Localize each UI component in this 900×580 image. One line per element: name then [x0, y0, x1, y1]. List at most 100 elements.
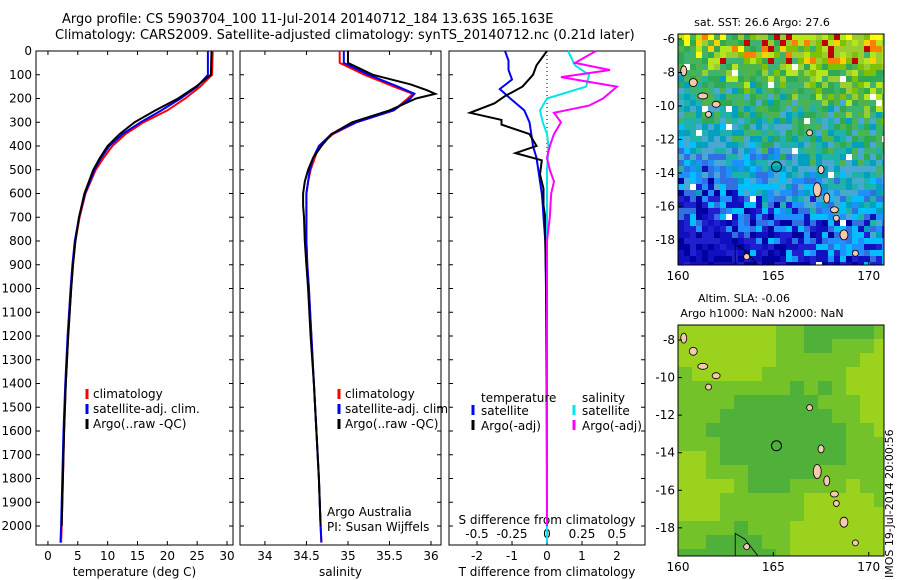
map-cell	[810, 52, 817, 59]
map-cell	[852, 160, 859, 167]
map-cell	[828, 256, 835, 263]
map-cell	[874, 493, 884, 508]
map-cell	[828, 250, 835, 257]
map-cell	[690, 184, 697, 191]
map-cell	[840, 196, 847, 203]
map-cell	[852, 64, 859, 71]
map-cell	[804, 381, 819, 396]
map-cell	[852, 166, 859, 173]
map-cell	[790, 507, 805, 522]
map-cell	[864, 82, 871, 89]
map-cell	[828, 130, 835, 137]
map-cell	[744, 190, 751, 197]
island-shape	[743, 253, 751, 261]
map-cell	[678, 34, 685, 41]
map-cell	[816, 88, 823, 95]
map-cell	[792, 262, 799, 265]
map-cell	[828, 160, 835, 167]
y-tick-label: 1900	[1, 495, 32, 509]
island-shape	[705, 110, 712, 118]
map-cell	[818, 325, 833, 340]
map-cell	[738, 172, 745, 179]
map-cell	[780, 220, 787, 227]
map-cell	[876, 262, 883, 265]
map-cell	[762, 339, 777, 354]
map-cell	[804, 34, 811, 41]
sst-map-title: sat. SST: 26.6 Argo: 27.6	[694, 16, 830, 29]
map-cell	[744, 220, 751, 227]
y-tick-label: 0	[24, 44, 32, 58]
map-cell	[840, 178, 847, 185]
map-cell	[768, 226, 775, 233]
map-cell	[832, 367, 847, 382]
map-cell	[684, 94, 691, 101]
map-cell	[876, 70, 883, 77]
map-cell	[804, 64, 811, 71]
map-cell	[798, 106, 805, 113]
map-cell	[780, 208, 787, 215]
map-cell	[744, 142, 751, 149]
map-cell	[732, 202, 739, 209]
map-cell	[816, 58, 823, 65]
map-cell	[792, 244, 799, 251]
map-cell	[692, 437, 707, 452]
map-cell	[804, 142, 811, 149]
map-cell	[834, 82, 841, 89]
map-cell	[726, 142, 733, 149]
map-cell	[834, 190, 841, 197]
map-cell	[816, 124, 823, 131]
map-cell	[720, 226, 727, 233]
map-cell	[876, 256, 883, 263]
figure-title-line2: Climatology: CARS2009. Satellite-adjuste…	[55, 28, 635, 43]
map-cell	[732, 160, 739, 167]
map-cell	[714, 166, 721, 173]
map-cell	[810, 214, 817, 221]
map-cell	[858, 184, 865, 191]
map-cell	[810, 112, 817, 119]
map-cell	[810, 148, 817, 155]
map-cell	[822, 58, 829, 65]
map-cell	[816, 142, 823, 149]
map-cell	[750, 262, 757, 265]
map-cell	[876, 136, 883, 143]
map-cell	[846, 339, 861, 354]
map-cell	[692, 381, 707, 396]
map-cell	[780, 46, 787, 53]
map-cell	[732, 52, 739, 59]
map-cell	[828, 88, 835, 95]
map-cell	[816, 202, 823, 209]
map-cell	[762, 479, 777, 494]
map-cell	[816, 250, 823, 257]
map-cell	[846, 124, 853, 131]
map-cell	[780, 178, 787, 185]
map-cell	[762, 148, 769, 155]
map-cell	[690, 130, 697, 137]
map-cell	[708, 88, 715, 95]
map-cell	[720, 220, 727, 227]
map-cell	[804, 214, 811, 221]
map-cell	[798, 184, 805, 191]
map-cell	[870, 178, 877, 185]
map-cell	[684, 130, 691, 137]
map-cell	[780, 190, 787, 197]
map-cell	[720, 423, 735, 438]
map-cell	[774, 184, 781, 191]
map-cell	[852, 208, 859, 215]
map-cell	[798, 196, 805, 203]
map-cell	[790, 521, 805, 536]
map-cell	[768, 82, 775, 89]
legend-label: climatology	[345, 387, 415, 401]
map-cell	[816, 148, 823, 155]
map-cell	[714, 232, 721, 239]
map-cell	[846, 82, 853, 89]
map-cell	[828, 76, 835, 83]
map-cell	[780, 70, 787, 77]
map-cell	[846, 46, 853, 53]
map-cell	[834, 196, 841, 203]
map-cell	[780, 142, 787, 149]
y-tick-label: -14	[655, 166, 675, 180]
map-cell	[720, 154, 727, 161]
map-cell	[690, 232, 697, 239]
map-cell	[720, 82, 727, 89]
map-cell	[776, 493, 791, 508]
